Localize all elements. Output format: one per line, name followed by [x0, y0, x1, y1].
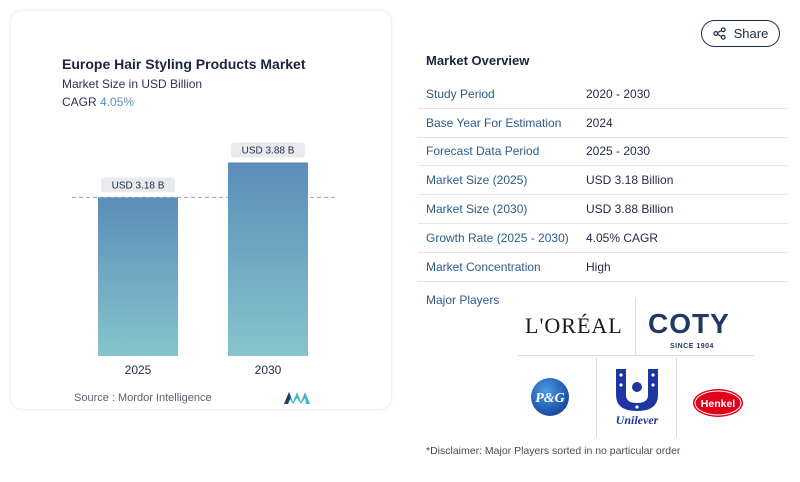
row-label: Market Size (2025)	[426, 173, 528, 188]
pg-logo-text: P&G	[535, 391, 565, 406]
row-value: 2025 - 2030	[586, 144, 651, 159]
row-value: High	[586, 259, 611, 274]
chart-subtitle: Market Size in USD Billion	[62, 77, 203, 91]
row-value: USD 3.88 Billion	[586, 202, 674, 217]
table-row: Market Size (2030) USD 3.88 Billion	[418, 195, 788, 224]
table-row: Market Concentration High	[418, 253, 788, 282]
chart-card	[10, 10, 392, 410]
share-icon	[712, 27, 726, 40]
row-label: Study Period	[426, 86, 495, 101]
table-row: Market Size (2025) USD 3.18 Billion	[418, 166, 788, 196]
disclaimer: *Disclaimer: Major Players sorted in no …	[426, 445, 681, 457]
henkel-logo-text: Henkel	[701, 398, 736, 410]
data-label: USD 3.88 B	[242, 145, 295, 156]
cagr-label: CAGR	[62, 95, 97, 109]
unilever-logo: Unilever	[616, 369, 659, 427]
coty-since-text: SINCE 1904	[670, 343, 714, 350]
table-row: Growth Rate (2025 - 2030) 4.05% CAGR	[418, 224, 788, 253]
table-row: Forecast Data Period 2025 - 2030	[418, 138, 788, 167]
logo-divider	[518, 355, 754, 356]
data-label-bg	[231, 142, 305, 158]
row-value: 4.05% CAGR	[586, 230, 659, 245]
row-value: 2020 - 2030	[586, 86, 651, 101]
overview-table: Study Period 2020 - 2030 Base Year For Es…	[418, 80, 788, 282]
loreal-logo: L'ORÉAL	[525, 313, 623, 338]
logo-divider	[596, 357, 597, 437]
cagr-line: CAGR 4.05%	[62, 95, 134, 109]
chart-title: Europe Hair Styling Products Market	[62, 56, 306, 72]
share-button[interactable]: Share	[701, 20, 780, 47]
bar-2025	[98, 197, 178, 356]
category-label: 2025	[125, 363, 152, 377]
row-label: Market Size (2030)	[426, 202, 528, 217]
source-text: Source : Mordor Intelligence	[74, 392, 212, 404]
logo-divider	[635, 297, 636, 355]
row-label: Base Year For Estimation	[426, 115, 562, 130]
row-label: Market Concentration	[426, 259, 541, 274]
row-label: Forecast Data Period	[426, 144, 540, 159]
table-row: Base Year For Estimation 2024	[418, 109, 788, 138]
row-label: Growth Rate (2025 - 2030)	[426, 230, 569, 245]
logo-divider	[676, 357, 677, 437]
category-label: 2030	[255, 363, 282, 377]
major-players-label: Major Players	[426, 293, 500, 307]
data-label-bg	[101, 177, 175, 193]
share-label: Share	[733, 26, 769, 41]
bar-2030	[228, 162, 308, 356]
table-row: Study Period 2020 - 2030	[418, 80, 788, 109]
unilever-logo-text: Unilever	[616, 413, 659, 427]
row-value: USD 3.18 Billion	[586, 173, 674, 188]
row-value: 2024	[586, 115, 613, 130]
coty-logo: COTY	[648, 308, 730, 339]
mordor-intelligence-logo-icon	[284, 392, 310, 404]
overview-title: Market Overview	[426, 53, 530, 68]
bar-chart: USD 3.18 B 2025 USD 3.88 B 2030	[72, 142, 338, 377]
cagr-value: 4.05%	[100, 95, 135, 109]
henkel-logo: Henkel	[693, 389, 743, 417]
pg-logo: P&G	[531, 378, 569, 416]
data-label: USD 3.18 B	[112, 180, 165, 191]
